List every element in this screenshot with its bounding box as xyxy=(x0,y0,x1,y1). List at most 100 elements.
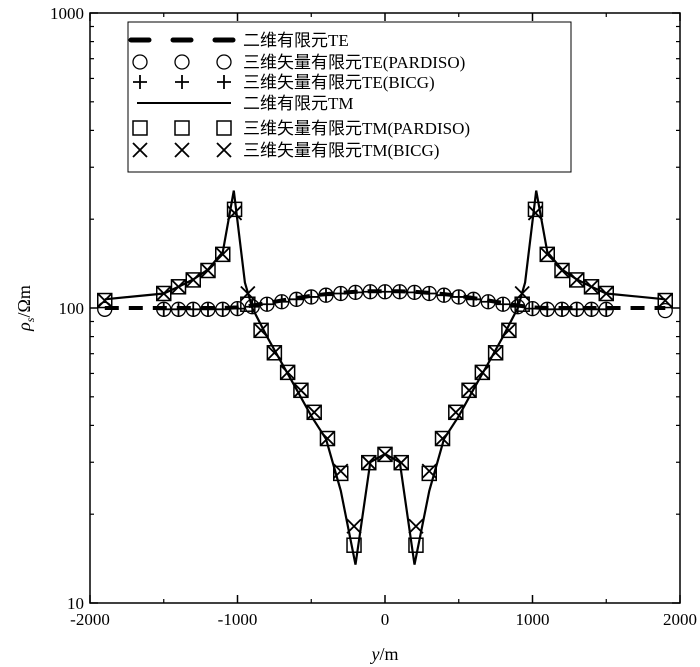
square-marker xyxy=(279,364,296,381)
square-marker xyxy=(240,296,256,312)
x-tick-label: 2000 xyxy=(663,610,697,629)
x-tick-label: 0 xyxy=(381,610,390,629)
plus-marker xyxy=(599,302,614,317)
cross-marker xyxy=(97,292,113,309)
tm-2d-solid-line xyxy=(104,190,666,565)
cross-marker xyxy=(253,322,269,338)
square-marker xyxy=(657,292,673,309)
square-marker xyxy=(393,454,409,471)
legend-circle-symbol xyxy=(216,54,232,70)
cross-marker xyxy=(514,285,530,302)
cross-marker xyxy=(280,364,296,381)
circle-marker xyxy=(97,301,113,317)
square-marker xyxy=(501,322,517,339)
square-marker xyxy=(527,201,544,218)
square-marker xyxy=(306,404,322,421)
circle-marker xyxy=(657,302,673,319)
square-marker xyxy=(598,285,614,302)
cross-marker xyxy=(226,205,243,221)
cross-marker xyxy=(527,205,544,221)
cross-marker xyxy=(306,404,322,420)
plus-marker xyxy=(274,294,289,309)
square-marker xyxy=(448,404,464,421)
plus-marker xyxy=(319,288,333,303)
cross-marker xyxy=(266,345,283,361)
square-marker xyxy=(293,382,309,399)
plus-marker xyxy=(481,294,496,309)
cross-marker xyxy=(434,430,451,447)
axis-ticks: -2000 -1000 0 1000 2000 10 100 1000 xyxy=(50,4,697,629)
cross-marker xyxy=(487,345,504,361)
square-marker xyxy=(421,465,437,482)
square-marker xyxy=(319,430,336,447)
legend-label: 三维矢量有限元TE(PARDISO) xyxy=(243,53,465,72)
square-marker xyxy=(554,262,570,279)
cross-marker xyxy=(377,446,393,463)
square-marker xyxy=(474,364,491,381)
plus-marker xyxy=(540,302,555,317)
legend-circle-symbol xyxy=(174,54,190,70)
plus-marker xyxy=(525,301,540,316)
cross-marker xyxy=(293,382,309,398)
legend-square-symbol xyxy=(174,120,190,136)
square-marker xyxy=(226,201,243,218)
series-4 xyxy=(104,190,666,565)
plus-marker xyxy=(407,285,422,300)
cross-marker xyxy=(461,382,477,398)
cross-marker xyxy=(448,404,464,420)
plus-marker xyxy=(333,286,348,301)
cross-marker xyxy=(319,430,336,447)
square-marker xyxy=(408,537,424,553)
x-tick-label: -1000 xyxy=(218,610,258,629)
square-marker xyxy=(185,272,201,288)
cross-marker xyxy=(393,455,409,471)
square-marker xyxy=(361,454,377,471)
plus-marker xyxy=(171,302,186,317)
y-axis-label: ρs/Ωm xyxy=(14,285,37,332)
series-5 xyxy=(97,201,673,553)
cross-marker xyxy=(185,272,201,288)
cross-marker xyxy=(215,246,231,262)
square-marker xyxy=(215,246,231,263)
plus-marker xyxy=(378,284,392,299)
cross-marker xyxy=(346,518,362,534)
plus-marker xyxy=(466,292,481,307)
legend-plus-symbol xyxy=(175,75,189,89)
cross-marker xyxy=(501,322,517,338)
cross-marker xyxy=(361,455,377,471)
plus-marker xyxy=(201,302,215,317)
square-marker xyxy=(346,537,362,553)
square-marker xyxy=(97,292,113,309)
legend-label: 三维矢量有限元TM(BICG) xyxy=(243,141,439,160)
series-3 xyxy=(156,284,614,317)
square-marker xyxy=(434,430,451,447)
plus-marker xyxy=(186,302,201,317)
legend-plus-symbol xyxy=(217,75,231,89)
plus-marker xyxy=(451,289,466,304)
legend-label: 二维有限元TE xyxy=(243,31,349,50)
legend-cross-symbol xyxy=(216,142,232,158)
y-tick-label: 10 xyxy=(67,594,84,613)
series-6 xyxy=(97,205,673,534)
cross-marker xyxy=(539,246,555,262)
plus-marker xyxy=(289,292,304,307)
legend-plus-symbol xyxy=(133,75,147,89)
cross-marker xyxy=(421,463,437,479)
square-marker xyxy=(377,446,393,463)
x-axis-label: y/m xyxy=(369,644,398,664)
square-marker xyxy=(514,296,530,312)
cross-marker xyxy=(657,292,673,309)
plus-marker xyxy=(555,302,569,317)
square-marker xyxy=(333,465,349,482)
plus-marker xyxy=(156,302,171,317)
legend-label: 二维有限元TM xyxy=(243,94,354,113)
cross-marker xyxy=(156,285,172,302)
plus-marker xyxy=(569,302,584,317)
plot-marks xyxy=(97,190,673,565)
legend: 二维有限元TE 三维矢量有限元TE(PARDISO)三维矢量有限元TE(BICG)… xyxy=(127,21,572,173)
plus-marker xyxy=(363,284,378,299)
plus-marker xyxy=(496,297,510,312)
x-tick-label: -2000 xyxy=(70,610,110,629)
y-tick-label: 1000 xyxy=(50,4,84,23)
cross-marker xyxy=(569,272,585,288)
